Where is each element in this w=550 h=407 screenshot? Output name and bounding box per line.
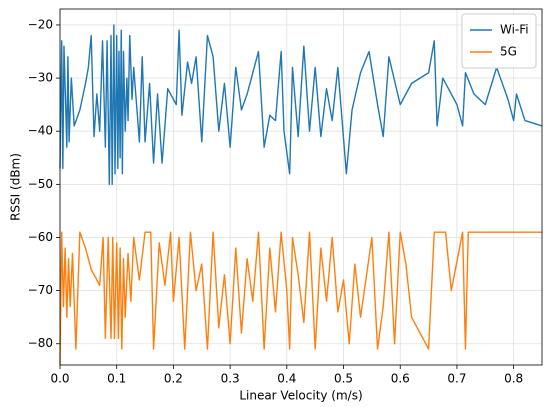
legend-box [461, 13, 537, 69]
y-tick-label: −70 [28, 283, 53, 297]
x-tick-label: 0.0 [50, 372, 69, 386]
legend: Wi-Fi 5G [461, 13, 537, 69]
y-axis-label: RSSI (dBm) [9, 153, 23, 221]
x-tick-label: 0.2 [164, 372, 183, 386]
x-tick-label: 0.1 [107, 372, 126, 386]
y-tick-label: −50 [28, 177, 53, 191]
y-tick-label: −40 [28, 124, 53, 138]
x-tick-label: 0.3 [221, 372, 240, 386]
x-tick-label: 0.8 [504, 372, 523, 386]
data-line [59, 24, 543, 186]
x-tick-label: 0.4 [277, 372, 296, 386]
plot-frame [59, 8, 543, 366]
x-axis-label: Linear Velocity (m/s) [239, 389, 362, 403]
legend-label: Wi-Fi [500, 23, 529, 37]
y-tick-label: −20 [28, 17, 53, 31]
y-tick-label: −30 [28, 71, 53, 85]
data-line [59, 231, 542, 366]
x-tick-label: 0.7 [447, 372, 466, 386]
y-tick-label: −80 [28, 336, 53, 350]
x-tick-label: 0.5 [334, 372, 353, 386]
legend-label: 5G [500, 45, 517, 59]
y-tick-label: −60 [28, 230, 53, 244]
x-tick-label: 0.6 [391, 372, 410, 386]
